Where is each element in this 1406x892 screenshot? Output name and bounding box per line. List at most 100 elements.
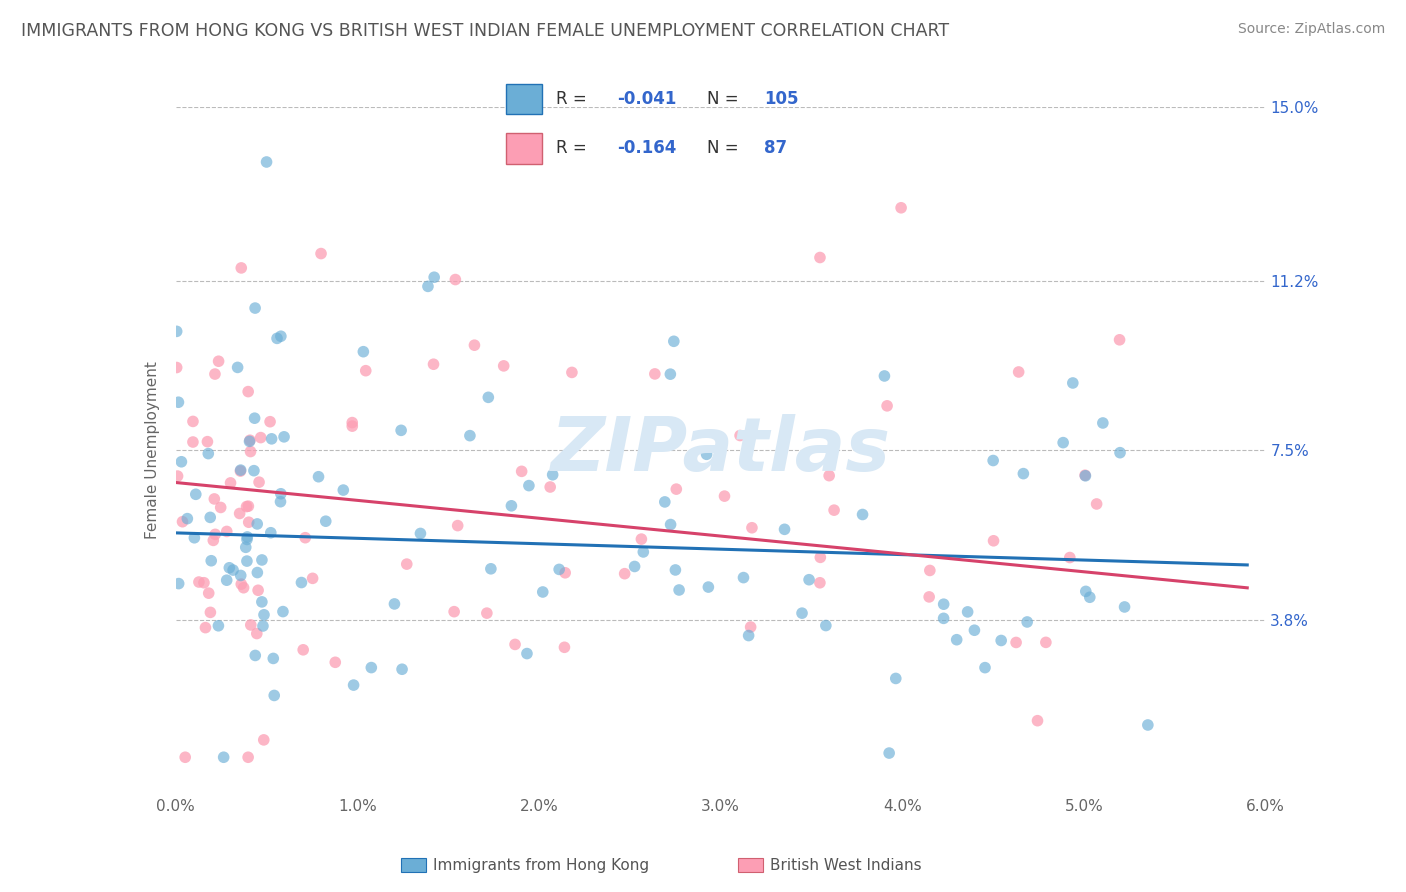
Point xyxy=(662,334,685,349)
Point xyxy=(323,655,346,669)
Point xyxy=(659,367,682,381)
Point xyxy=(270,494,292,508)
Point xyxy=(342,419,364,434)
Point xyxy=(262,651,284,665)
Point xyxy=(458,428,481,442)
Point xyxy=(384,597,406,611)
Point xyxy=(1136,718,1159,732)
Point xyxy=(204,367,226,381)
Point xyxy=(990,633,1012,648)
Point xyxy=(1074,468,1097,483)
Point xyxy=(246,566,269,580)
Point xyxy=(194,621,217,635)
Point xyxy=(613,566,636,581)
Point xyxy=(665,482,688,496)
Text: N =: N = xyxy=(707,139,744,157)
Point xyxy=(229,568,252,582)
Point xyxy=(167,576,190,591)
Point xyxy=(876,399,898,413)
Text: Immigrants from Hong Kong: Immigrants from Hong Kong xyxy=(433,858,650,872)
Point xyxy=(197,586,219,600)
Point xyxy=(290,575,312,590)
Point xyxy=(235,541,257,555)
Point xyxy=(308,469,330,483)
Point xyxy=(309,246,332,260)
Point xyxy=(193,575,215,590)
Point xyxy=(236,750,259,764)
Text: ZIPatlas: ZIPatlas xyxy=(551,414,890,487)
Point xyxy=(395,557,418,571)
Point xyxy=(243,411,266,425)
Point xyxy=(222,563,245,577)
Point xyxy=(1091,416,1114,430)
Point xyxy=(668,582,690,597)
Point xyxy=(197,447,219,461)
Point xyxy=(197,434,219,449)
Point xyxy=(202,533,225,548)
Y-axis label: Female Unemployment: Female Unemployment xyxy=(145,361,160,540)
Point xyxy=(212,750,235,764)
Point xyxy=(1008,365,1031,379)
Point xyxy=(352,344,374,359)
Point xyxy=(510,464,533,478)
Point xyxy=(873,368,896,383)
Point xyxy=(207,619,229,633)
Point xyxy=(253,732,276,747)
Point xyxy=(389,423,412,437)
Point xyxy=(245,648,267,663)
Point xyxy=(713,489,735,503)
Point xyxy=(391,662,413,676)
Point xyxy=(630,532,652,546)
Point xyxy=(202,491,225,506)
Point xyxy=(517,478,540,492)
Point xyxy=(1012,467,1035,481)
Point xyxy=(219,475,242,490)
Point xyxy=(492,359,515,373)
Point xyxy=(1059,550,1081,565)
Text: N =: N = xyxy=(707,90,744,108)
Point xyxy=(238,499,260,513)
Point xyxy=(200,606,222,620)
Point xyxy=(932,597,955,611)
Text: British West Indians: British West Indians xyxy=(770,858,922,872)
Point xyxy=(270,487,292,501)
Point xyxy=(818,468,841,483)
Point xyxy=(170,455,193,469)
Point xyxy=(342,416,364,430)
Point xyxy=(501,499,523,513)
Point xyxy=(443,605,465,619)
Text: 105: 105 xyxy=(765,90,799,108)
Point xyxy=(260,432,283,446)
Point xyxy=(200,554,222,568)
Point xyxy=(1108,333,1130,347)
Point xyxy=(247,583,270,598)
Point xyxy=(548,562,571,576)
Point xyxy=(239,618,262,632)
Point xyxy=(292,642,315,657)
Point xyxy=(250,553,273,567)
Point xyxy=(270,329,292,343)
Point xyxy=(1074,584,1097,599)
Point xyxy=(332,483,354,497)
Point xyxy=(263,689,285,703)
Bar xyxy=(506,133,543,163)
Point xyxy=(1052,435,1074,450)
Point xyxy=(851,508,873,522)
Text: -0.164: -0.164 xyxy=(617,139,676,157)
Point xyxy=(239,434,262,448)
Point xyxy=(1005,635,1028,649)
Point xyxy=(183,531,205,545)
Point xyxy=(238,384,260,399)
Point xyxy=(918,564,941,578)
Point xyxy=(253,607,276,622)
Point xyxy=(229,464,252,478)
Point xyxy=(236,533,259,547)
Point xyxy=(260,525,283,540)
Point xyxy=(541,467,564,482)
Point xyxy=(945,632,967,647)
Point xyxy=(623,559,645,574)
Text: Source: ZipAtlas.com: Source: ZipAtlas.com xyxy=(1237,22,1385,37)
Point xyxy=(226,360,249,375)
Point xyxy=(932,611,955,625)
Point xyxy=(166,469,188,483)
